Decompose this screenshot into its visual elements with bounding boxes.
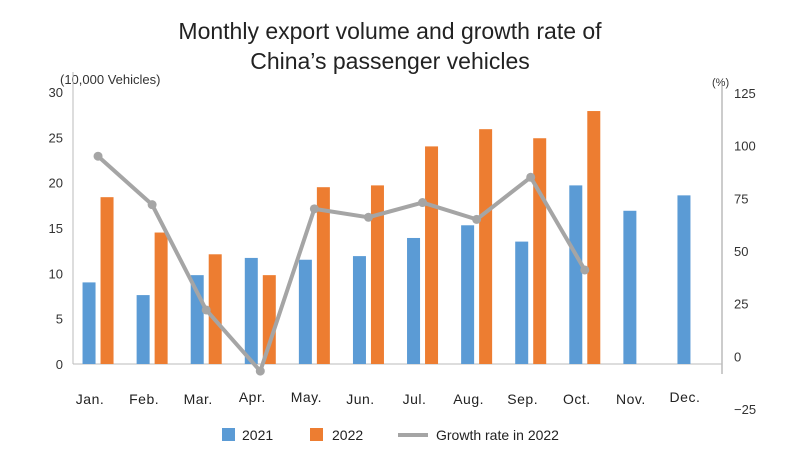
growth-point-Jan. <box>93 151 103 161</box>
legend-label-2021: 2021 <box>242 427 273 443</box>
right-axis-label: (%) <box>712 77 729 89</box>
category-label: Jun. <box>346 391 374 407</box>
legend-label-2022: 2022 <box>332 427 363 443</box>
category-label: Apr. <box>239 389 266 405</box>
legend-label-growth: Growth rate in 2022 <box>436 427 559 443</box>
bar-2022-Aug. <box>479 129 493 364</box>
bar-2021-Aug. <box>461 225 475 364</box>
bar-2021-Jul. <box>407 237 421 364</box>
growth-point-Sep. <box>526 172 536 182</box>
category-label: Jul. <box>403 391 427 407</box>
growth-point-Jun. <box>363 212 373 222</box>
bar-2022-Apr. <box>262 275 276 364</box>
bar-2021-Feb. <box>136 295 150 364</box>
right-tick-label: −25 <box>734 402 756 417</box>
category-label: Feb. <box>129 391 159 407</box>
bar-2022-Jul. <box>425 146 439 364</box>
category-label: Jan. <box>76 391 104 407</box>
bar-2022-Jan. <box>100 197 114 364</box>
chart-title-line-1: Monthly export volume and growth rate of <box>178 18 602 44</box>
growth-point-May. <box>309 204 319 214</box>
bar-2022-Feb. <box>154 232 168 364</box>
left-tick-label: 10 <box>49 266 63 281</box>
right-tick-label: 125 <box>734 86 756 101</box>
bar-2022-May. <box>316 187 330 364</box>
growth-point-Jul. <box>418 198 428 208</box>
bar-2021-Dec. <box>677 195 691 364</box>
right-tick-label: 100 <box>734 139 756 154</box>
left-tick-label: 0 <box>56 357 63 372</box>
bar-2022-Jun. <box>370 185 384 364</box>
category-label: Dec. <box>670 389 701 405</box>
growth-point-Apr. <box>255 366 265 376</box>
growth-point-Oct. <box>580 265 590 275</box>
category-label: Sep. <box>507 391 538 407</box>
legend-swatch-2022 <box>310 428 323 441</box>
bar-2021-May. <box>298 259 312 364</box>
bar-2021-Oct. <box>569 185 583 364</box>
left-tick-label: 20 <box>49 176 63 191</box>
bar-2022-Sep. <box>533 138 547 364</box>
bar-2021-Jun. <box>352 256 366 364</box>
category-label: Mar. <box>184 391 213 407</box>
bar-2022-Oct. <box>587 111 601 364</box>
left-tick-label: 5 <box>56 312 63 327</box>
bar-2021-Jan. <box>82 282 96 364</box>
growth-point-Mar. <box>201 305 211 315</box>
category-label: May. <box>291 389 322 405</box>
right-tick-label: 0 <box>734 349 741 364</box>
legend-swatch-2021 <box>222 428 235 441</box>
left-axis-label: (10,000 Vehicles) <box>60 72 160 87</box>
right-tick-label: 25 <box>734 297 748 312</box>
left-tick-label: 30 <box>49 85 63 100</box>
category-label: Aug. <box>453 391 484 407</box>
chart-title-line-2: China’s passenger vehicles <box>250 48 530 74</box>
category-label: Oct. <box>563 391 591 407</box>
right-tick-label: 50 <box>734 244 748 259</box>
bar-2021-Apr. <box>244 257 258 364</box>
bar-2021-Sep. <box>515 241 529 364</box>
bar-2021-Nov. <box>623 210 637 364</box>
growth-point-Aug. <box>472 214 482 224</box>
category-label: Nov. <box>616 391 646 407</box>
left-tick-label: 15 <box>49 221 63 236</box>
bar-2022-Mar. <box>208 254 222 364</box>
left-tick-label: 25 <box>49 130 63 145</box>
growth-point-Feb. <box>147 200 157 210</box>
growth-rate-line <box>96 154 587 374</box>
right-tick-label: 75 <box>734 191 748 206</box>
